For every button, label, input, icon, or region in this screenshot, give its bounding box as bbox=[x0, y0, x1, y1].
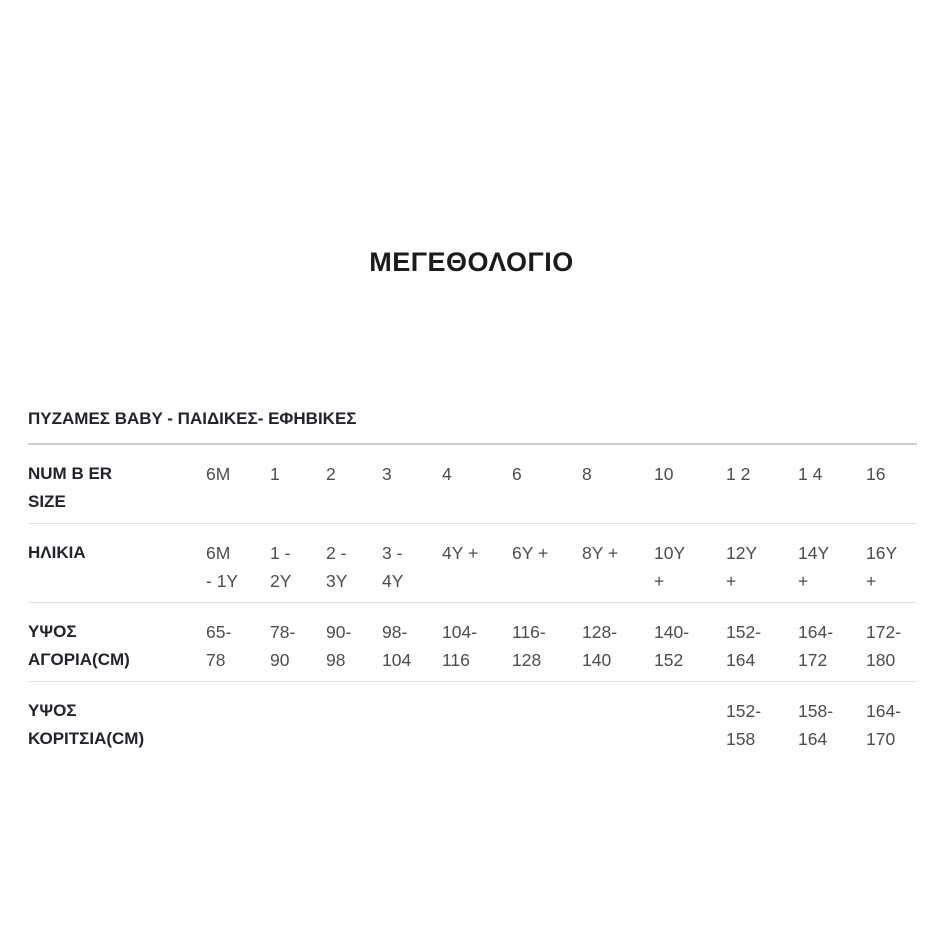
size-cell: 140- 152 bbox=[654, 601, 726, 681]
size-cell: 1 2 bbox=[726, 443, 798, 523]
size-table: NUM B ER SIZE 6M 1 2 3 4 6 8 10 1 2 1 4 … bbox=[28, 443, 917, 760]
size-cell: 90- 98 bbox=[326, 601, 382, 681]
size-cell: 4Y + bbox=[442, 522, 512, 602]
size-cell: 1 - 2Y bbox=[270, 522, 326, 602]
size-cell: 6Y + bbox=[512, 522, 582, 602]
size-cell bbox=[442, 680, 512, 760]
row-label: ΗΛΙΚΙΑ bbox=[28, 522, 206, 602]
section-heading: ΠΥΖΑΜΕΣ BABY - ΠΑΙΔΙΚΕΣ- ΕΦΗΒΙΚΕΣ bbox=[28, 409, 357, 428]
table-row-height-boys: ΥΨΟΣ ΑΓΟΡΙΑ(CM) 65- 78 78- 90 90- 98 98-… bbox=[28, 601, 917, 681]
size-cell: 98- 104 bbox=[382, 601, 442, 681]
size-cell: 6M - 1Y bbox=[206, 522, 270, 602]
size-cell bbox=[382, 680, 442, 760]
size-cell: 104- 116 bbox=[442, 601, 512, 681]
size-cell bbox=[582, 680, 654, 760]
size-cell: 14Y + bbox=[798, 522, 866, 602]
size-cell: 1 bbox=[270, 443, 326, 523]
size-cell: 172- 180 bbox=[866, 601, 917, 681]
page-title: ΜΕΓΕΘΟΛΟΓΙΟ bbox=[369, 247, 574, 277]
row-label: ΥΨΟΣ ΚΟΡΙΤΣΙΑ(CM) bbox=[28, 680, 206, 760]
row-label: NUM B ER SIZE bbox=[28, 443, 206, 523]
size-cell: 1 4 bbox=[798, 443, 866, 523]
size-cell: 3 - 4Y bbox=[382, 522, 442, 602]
size-cell bbox=[206, 680, 270, 760]
size-cell: 78- 90 bbox=[270, 601, 326, 681]
size-cell: 8 bbox=[582, 443, 654, 523]
size-cell: 16Y + bbox=[866, 522, 917, 602]
size-cell bbox=[512, 680, 582, 760]
table-row-number-size: NUM B ER SIZE 6M 1 2 3 4 6 8 10 1 2 1 4 … bbox=[28, 443, 917, 523]
size-cell: 16 bbox=[866, 443, 917, 523]
size-cell: 12Y + bbox=[726, 522, 798, 602]
size-cell bbox=[654, 680, 726, 760]
table-row-height-girls: ΥΨΟΣ ΚΟΡΙΤΣΙΑ(CM) 152- 158 158- 164 164-… bbox=[28, 680, 917, 760]
size-cell: 152- 164 bbox=[726, 601, 798, 681]
table-row-age: ΗΛΙΚΙΑ 6M - 1Y 1 - 2Y 2 - 3Y 3 - 4Y 4Y +… bbox=[28, 522, 917, 602]
size-cell: 65- 78 bbox=[206, 601, 270, 681]
size-cell: 10Y + bbox=[654, 522, 726, 602]
size-cell: 164- 170 bbox=[866, 680, 917, 760]
size-cell: 164- 172 bbox=[798, 601, 866, 681]
size-cell: 116- 128 bbox=[512, 601, 582, 681]
size-cell: 2 bbox=[326, 443, 382, 523]
size-cell: 4 bbox=[442, 443, 512, 523]
size-cell bbox=[270, 680, 326, 760]
size-cell: 6M bbox=[206, 443, 270, 523]
size-cell: 152- 158 bbox=[726, 680, 798, 760]
size-cell: 2 - 3Y bbox=[326, 522, 382, 602]
size-cell: 6 bbox=[512, 443, 582, 523]
size-cell bbox=[326, 680, 382, 760]
size-cell: 10 bbox=[654, 443, 726, 523]
row-label: ΥΨΟΣ ΑΓΟΡΙΑ(CM) bbox=[28, 601, 206, 681]
size-cell: 128- 140 bbox=[582, 601, 654, 681]
size-cell: 3 bbox=[382, 443, 442, 523]
size-cell: 8Y + bbox=[582, 522, 654, 602]
size-cell: 158- 164 bbox=[798, 680, 866, 760]
